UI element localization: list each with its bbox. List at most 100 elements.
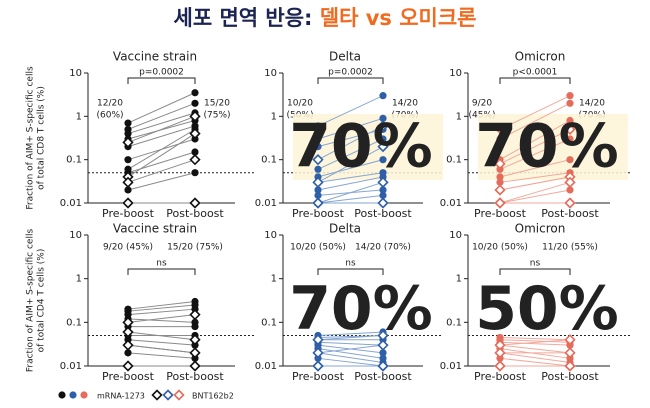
point <box>496 178 504 186</box>
point <box>314 186 322 194</box>
point <box>379 92 387 100</box>
point <box>124 129 132 138</box>
pair-line <box>127 344 196 354</box>
y-axis-label: of total CD4 T cells (%) <box>37 249 47 353</box>
x-tick-label: Post-boost <box>354 207 412 220</box>
panel-title: Omicron <box>515 222 566 236</box>
point <box>377 360 389 372</box>
point <box>494 197 506 209</box>
x-tick-label: Pre-boost <box>292 370 345 383</box>
y-tick-label: 0.01 <box>60 198 82 209</box>
point <box>191 169 199 177</box>
y-tick-label: 1 <box>271 111 277 122</box>
highlight-text: 70% <box>475 112 619 182</box>
post-label: 14/20 <box>579 99 605 109</box>
point <box>189 309 201 321</box>
y-axis-label: Fraction of AIM+ S-specific cells <box>26 66 36 210</box>
p-label: ns <box>345 259 356 269</box>
x-tick-label: Pre-boost <box>292 207 345 220</box>
y-tick-label: 0.01 <box>255 198 277 209</box>
pair-line <box>127 314 196 323</box>
point <box>564 334 576 346</box>
point <box>564 347 576 359</box>
legend-marker <box>173 389 185 401</box>
y-axis-label: of total CD8 T cells (%) <box>37 86 47 190</box>
pair-line <box>127 301 196 310</box>
post-label: 11/20 (55%) <box>542 243 598 253</box>
pair-line <box>317 341 384 346</box>
point <box>189 360 201 372</box>
post-label: 14/20 <box>392 99 418 109</box>
panel-title: Vaccine strain <box>113 50 197 64</box>
highlight-text: 50% <box>475 274 619 344</box>
pair-line <box>127 102 196 130</box>
y-tick-label: 0.1 <box>446 317 462 328</box>
pair-line <box>317 334 384 341</box>
point <box>564 197 576 209</box>
point <box>189 110 201 122</box>
pair-line <box>499 336 571 341</box>
y-tick-label: 1 <box>76 111 82 122</box>
pair-line <box>127 331 196 341</box>
post-label: 15/20 (75%) <box>167 243 223 253</box>
point <box>379 156 387 164</box>
pair-line <box>499 339 571 343</box>
pair-line <box>499 357 571 367</box>
panel-title: Delta <box>329 50 361 64</box>
panel-title: Omicron <box>515 50 566 64</box>
point <box>314 122 322 130</box>
y-tick-label: 0.1 <box>261 317 277 328</box>
bracket <box>499 268 571 275</box>
bracket <box>127 77 196 84</box>
point <box>314 165 322 173</box>
p-label: ns <box>530 259 541 269</box>
point <box>379 186 387 194</box>
pair-line <box>317 159 384 178</box>
pair-line <box>499 138 571 170</box>
y-tick-label: 1 <box>271 274 277 285</box>
x-tick-label: Pre-boost <box>102 370 155 383</box>
legend-marker <box>151 389 163 401</box>
pair-line <box>317 352 384 364</box>
y-tick-label: 0.1 <box>66 317 82 328</box>
x-tick-label: Post-boost <box>354 370 412 383</box>
point <box>377 197 389 209</box>
point <box>377 140 389 153</box>
point <box>379 349 387 357</box>
pair-line <box>499 95 571 130</box>
pre-label: 10/20 (50%) <box>472 243 528 253</box>
y-tick-label: 10 <box>449 68 462 79</box>
pair-line <box>127 339 196 346</box>
point <box>314 191 322 199</box>
pair-line <box>127 125 196 148</box>
point <box>566 186 574 194</box>
point <box>124 156 132 164</box>
p-label: ns <box>156 259 167 269</box>
y-tick-label: 10 <box>264 68 277 79</box>
point <box>566 135 574 143</box>
y-tick-label: 10 <box>69 230 82 241</box>
x-tick-label: Pre-boost <box>102 207 155 220</box>
y-tick-label: 1 <box>76 274 82 285</box>
highlight-text: 70% <box>289 274 433 344</box>
pair-line <box>499 348 571 359</box>
pair-line <box>127 352 196 359</box>
point <box>122 339 134 351</box>
pre-label: (60%) <box>96 111 123 121</box>
point <box>377 120 389 132</box>
point <box>379 191 387 199</box>
pair-line <box>127 318 196 323</box>
point <box>312 154 324 166</box>
y-tick-label: 1 <box>456 111 462 122</box>
point <box>494 347 506 359</box>
point <box>191 148 199 156</box>
point <box>566 156 574 164</box>
pre-label: 10/20 <box>287 99 313 109</box>
y-tick-label: 0.1 <box>261 155 277 166</box>
point <box>122 326 134 338</box>
pre-label: 9/20 (45%) <box>103 243 153 253</box>
pair-line <box>317 176 384 191</box>
title-accent: 델타 vs 오미크론 <box>320 6 477 30</box>
pair-line <box>499 341 571 346</box>
y-tick-label: 0.01 <box>60 361 82 372</box>
